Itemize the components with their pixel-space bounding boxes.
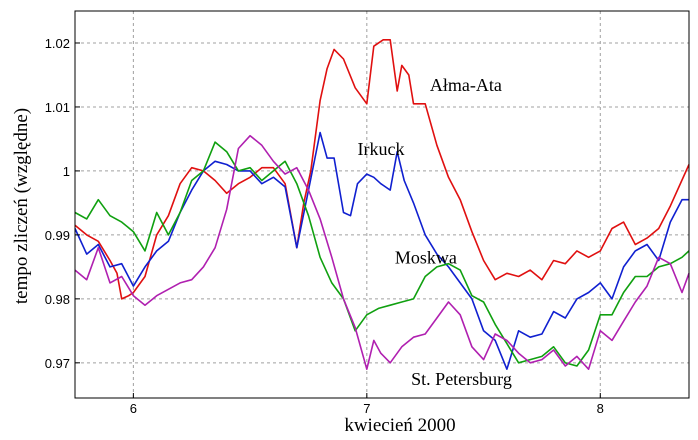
y-tick-label: 1.01 (45, 100, 70, 115)
plot-frame (74, 10, 690, 399)
x-axis-label: kwiecień 2000 (344, 415, 455, 436)
x-tick-label: 6 (130, 401, 137, 416)
grid-lines (75, 11, 689, 398)
series-line-moskwa (74, 141, 690, 367)
series-label: Irkuck (357, 139, 404, 159)
series-label: St. Petersburg (411, 369, 512, 389)
series-line-irkuck (74, 131, 689, 371)
y-tick-label: 0.99 (45, 228, 70, 243)
series-label: Ałma-Ata (430, 75, 502, 95)
y-axis-label: tempo zliczeń (względne) (11, 108, 32, 304)
y-tick-label: 0.97 (45, 356, 70, 371)
y-tick-label: 1.02 (45, 36, 70, 51)
series-line-a-ma-ata (74, 38, 690, 300)
series-labels: Ałma-Ata Irkuck Moskwa St. Petersburg (357, 75, 511, 389)
y-tick-label: 0.98 (45, 292, 70, 307)
y-tick-label: 1 (63, 164, 70, 179)
axis-ticks: 0.97 0.98 0.99 1 1.01 1.02 6 7 8 (45, 36, 604, 416)
series-label: Moskwa (395, 248, 457, 268)
series-line-st-petersburg (74, 134, 690, 371)
x-tick-label: 7 (363, 401, 370, 416)
series-lines (74, 38, 690, 371)
x-tick-label: 8 (597, 401, 604, 416)
